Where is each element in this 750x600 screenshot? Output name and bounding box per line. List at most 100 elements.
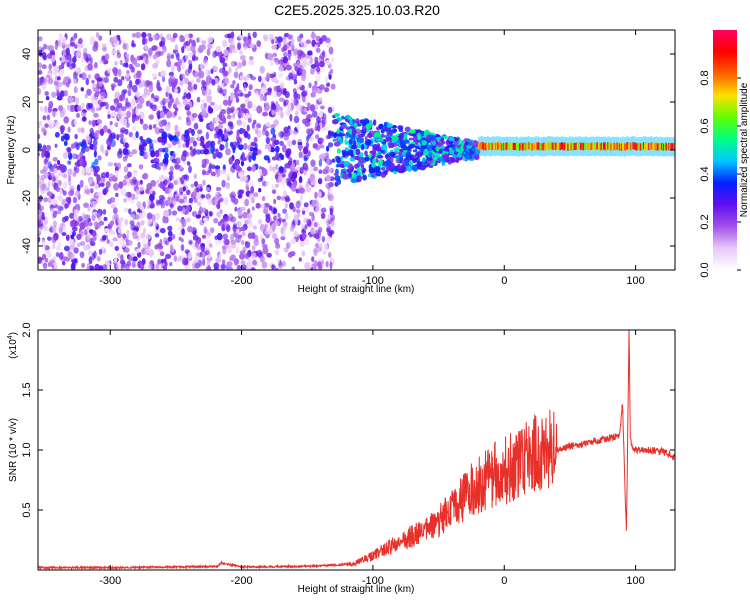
spectrogram-cell (299, 240, 305, 247)
spectrogram-cell (235, 164, 241, 172)
colorbar: 0.0 0.2 0.4 0.6 0.8 Normalized spectral ampl… (699, 30, 750, 278)
spectrogram-cell (166, 33, 172, 41)
spectrogram-cell (114, 257, 118, 264)
spectrogram-band (591, 142, 594, 150)
spectrogram-cell (126, 110, 131, 119)
spectrogram-cell (147, 200, 152, 206)
spectrogram-cell (295, 220, 298, 226)
spectrogram-cell (292, 130, 298, 136)
spectrogram-cell (147, 33, 152, 38)
spectrogram-cell (285, 76, 289, 81)
x-tick-label: 100 (626, 575, 644, 587)
spectrogram-cell (348, 138, 353, 145)
spectrogram-band (614, 143, 617, 151)
spectrogram-cell (312, 143, 318, 149)
spectrogram-cell (72, 196, 78, 204)
spectrogram-cell (224, 94, 228, 101)
spectrogram-cell (277, 213, 281, 218)
spectrogram-cell (210, 101, 215, 106)
spectrogram-cell (58, 33, 63, 40)
spectrogram-cell (450, 158, 456, 163)
spectrogram-cell (213, 66, 218, 71)
spectrogram-cell (126, 122, 130, 128)
spectrogram-cell (83, 47, 88, 53)
spectrogram-cell (273, 198, 277, 205)
spectrogram-cell (251, 152, 256, 161)
spectrogram-cell (301, 75, 306, 82)
spectrogram-cell (177, 126, 182, 132)
spectrogram-cell (117, 68, 122, 77)
spectrogram-cell (265, 122, 271, 127)
spectrogram-cell (95, 103, 101, 109)
spectrogram-cell (136, 70, 142, 79)
spectrogram-cell (329, 229, 335, 235)
spectrogram-cell (257, 75, 262, 83)
x-tick-label: -100 (362, 275, 384, 287)
spectrogram-cell (373, 166, 381, 173)
spectrogram-cell (383, 121, 387, 129)
spectrogram-cell (116, 134, 120, 141)
spectrogram-cell (202, 89, 208, 97)
spectrogram-cell (162, 265, 168, 270)
spectrogram-cell (193, 173, 197, 180)
spectrogram-cell (96, 256, 101, 262)
spectrogram-cell (293, 230, 298, 238)
spectrogram-cell (118, 181, 124, 189)
spectrogram-cell (448, 136, 454, 141)
spectrogram-cell (319, 60, 325, 68)
spectrogram-band (533, 142, 536, 150)
spectrogram-cell (320, 105, 325, 110)
spectrogram-cell (240, 206, 246, 212)
spectrogram-x-label: Height of straight line (km) (298, 284, 415, 295)
spectrogram-cell (62, 190, 67, 196)
spectrogram-cell (284, 215, 290, 221)
spectrogram-cell (437, 141, 442, 148)
spectrogram-cell (267, 227, 273, 235)
spectrogram-cell (119, 59, 123, 66)
spectrogram-cell (241, 231, 246, 237)
spectrogram-band (575, 142, 578, 150)
spectrogram-cell (68, 251, 75, 259)
x-tick-label: 0 (501, 275, 507, 287)
spectrogram-cell (179, 35, 186, 43)
spectrogram-cell (324, 76, 329, 84)
spectrogram-cell (350, 178, 358, 184)
spectrogram-cell (144, 43, 148, 51)
spectrogram-cell (72, 172, 77, 178)
spectrogram-cell (257, 218, 263, 225)
spectrogram-cell (187, 161, 191, 166)
spectrogram-cell (247, 100, 253, 109)
spectrogram-cell (411, 133, 418, 137)
spectrogram-cell (195, 149, 202, 155)
spectrogram-cell (390, 135, 398, 143)
spectrogram-cell (211, 79, 216, 86)
spectrogram-cell (52, 225, 57, 234)
spectrogram-cell (91, 214, 96, 221)
spectrogram-cell (376, 155, 384, 159)
spectrogram-cell (152, 34, 158, 41)
spectrogram-cell (178, 198, 185, 204)
spectrogram-cell (329, 261, 333, 270)
spectrogram-cell (88, 229, 94, 234)
spectrogram-band (656, 143, 659, 151)
spectrogram-cell (195, 214, 202, 219)
spectrogram-cell (300, 40, 304, 47)
spectrogram-cell (265, 180, 270, 187)
spectrogram-cell (64, 133, 70, 141)
spectrogram-cell (281, 195, 285, 201)
spectrogram-cell (279, 72, 284, 77)
spectrogram-cell (273, 119, 280, 126)
spectrogram-cell (173, 124, 179, 133)
spectrogram-band (572, 143, 575, 151)
spectrogram-cell (231, 48, 238, 54)
spectrogram-cell (247, 262, 253, 269)
spectrogram-cell (160, 36, 166, 44)
spectrogram-cell (194, 243, 199, 248)
spectrogram-cell (191, 79, 195, 87)
spectrogram-cell (235, 246, 240, 254)
snr-series-line (38, 330, 675, 570)
spectrogram-cell (428, 152, 433, 158)
spectrogram-cell (283, 135, 289, 141)
spectrogram-cell (174, 180, 178, 186)
spectrogram-cell (96, 119, 103, 125)
